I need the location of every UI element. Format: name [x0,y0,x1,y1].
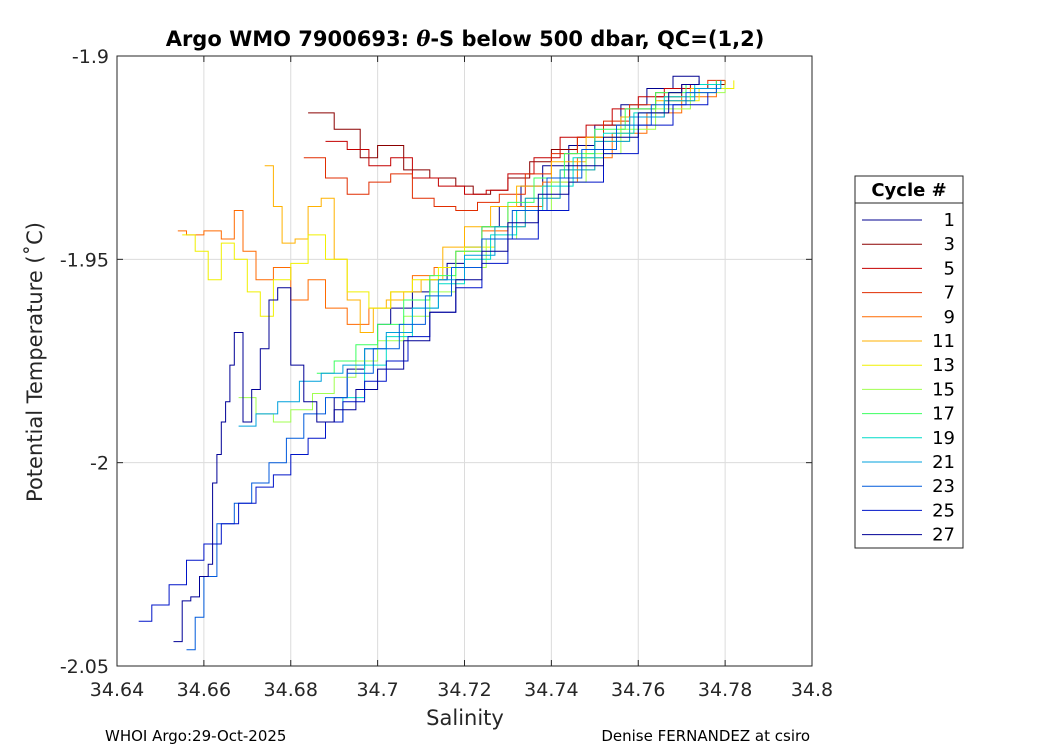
legend-label-cycle-7: 7 [944,283,955,304]
legend-label-cycle-25: 25 [932,500,955,521]
series-line-cycle-27 [173,80,700,643]
x-tick-label: 34.8 [791,679,833,701]
chart-title: Argo WMO 7900693: θ-S below 500 dbar, QC… [166,26,765,51]
legend-label-cycle-17: 17 [932,404,955,425]
legend-label-cycle-23: 23 [932,476,955,497]
x-tick-label: 34.64 [90,679,144,701]
legend-label-cycle-9: 9 [944,307,955,328]
x-tick-label: 34.74 [524,679,578,701]
axis-ticks: 34.64 34.66 34.68 34.7 34.72 34.74 34.76 34.78 3… [60,46,833,701]
legend-label-cycle-15: 15 [932,379,955,400]
footer-left: WHOI Argo:29-Oct-2025 [105,727,286,745]
legend-label-cycle-13: 13 [932,355,955,376]
chart-title-theta: θ [416,26,430,51]
x-tick-label: 34.66 [177,679,231,701]
y-axis-label: Potential Temperature (˚C) [23,222,47,502]
legend-label-cycle-21: 21 [932,452,955,473]
legend-label-cycle-5: 5 [944,258,955,279]
chart-title-suffix: -S below 500 dbar, QC=(1,2) [430,27,764,51]
footer-right: Denise FERNANDEZ at csiro [601,727,810,745]
x-tick-label: 34.68 [264,679,318,701]
chart-title-prefix: Argo WMO 7900693: [166,27,417,51]
x-tick-label: 34.76 [611,679,665,701]
legend-label-cycle-3: 3 [944,234,955,255]
y-tick-label: -2.05 [60,656,109,678]
series-line-cycle-21 [238,80,722,427]
x-tick-label: 34.7 [356,679,398,701]
legend-label-cycle-1: 1 [944,210,955,231]
legend-title: Cycle # [871,180,946,201]
series-layer [138,75,735,651]
x-axis-label: Salinity [426,706,504,730]
y-tick-label: -1.9 [72,46,109,68]
x-tick-label: 34.78 [698,679,752,701]
x-tick-label: 34.72 [437,679,491,701]
y-tick-label: -2 [90,453,109,475]
series-line-cycle-23 [186,84,717,651]
legend-label-cycle-11: 11 [932,331,955,352]
y-tick-label: -1.95 [60,249,109,271]
legend-label-cycle-19: 19 [932,428,955,449]
legend-label-cycle-27: 27 [932,525,955,546]
